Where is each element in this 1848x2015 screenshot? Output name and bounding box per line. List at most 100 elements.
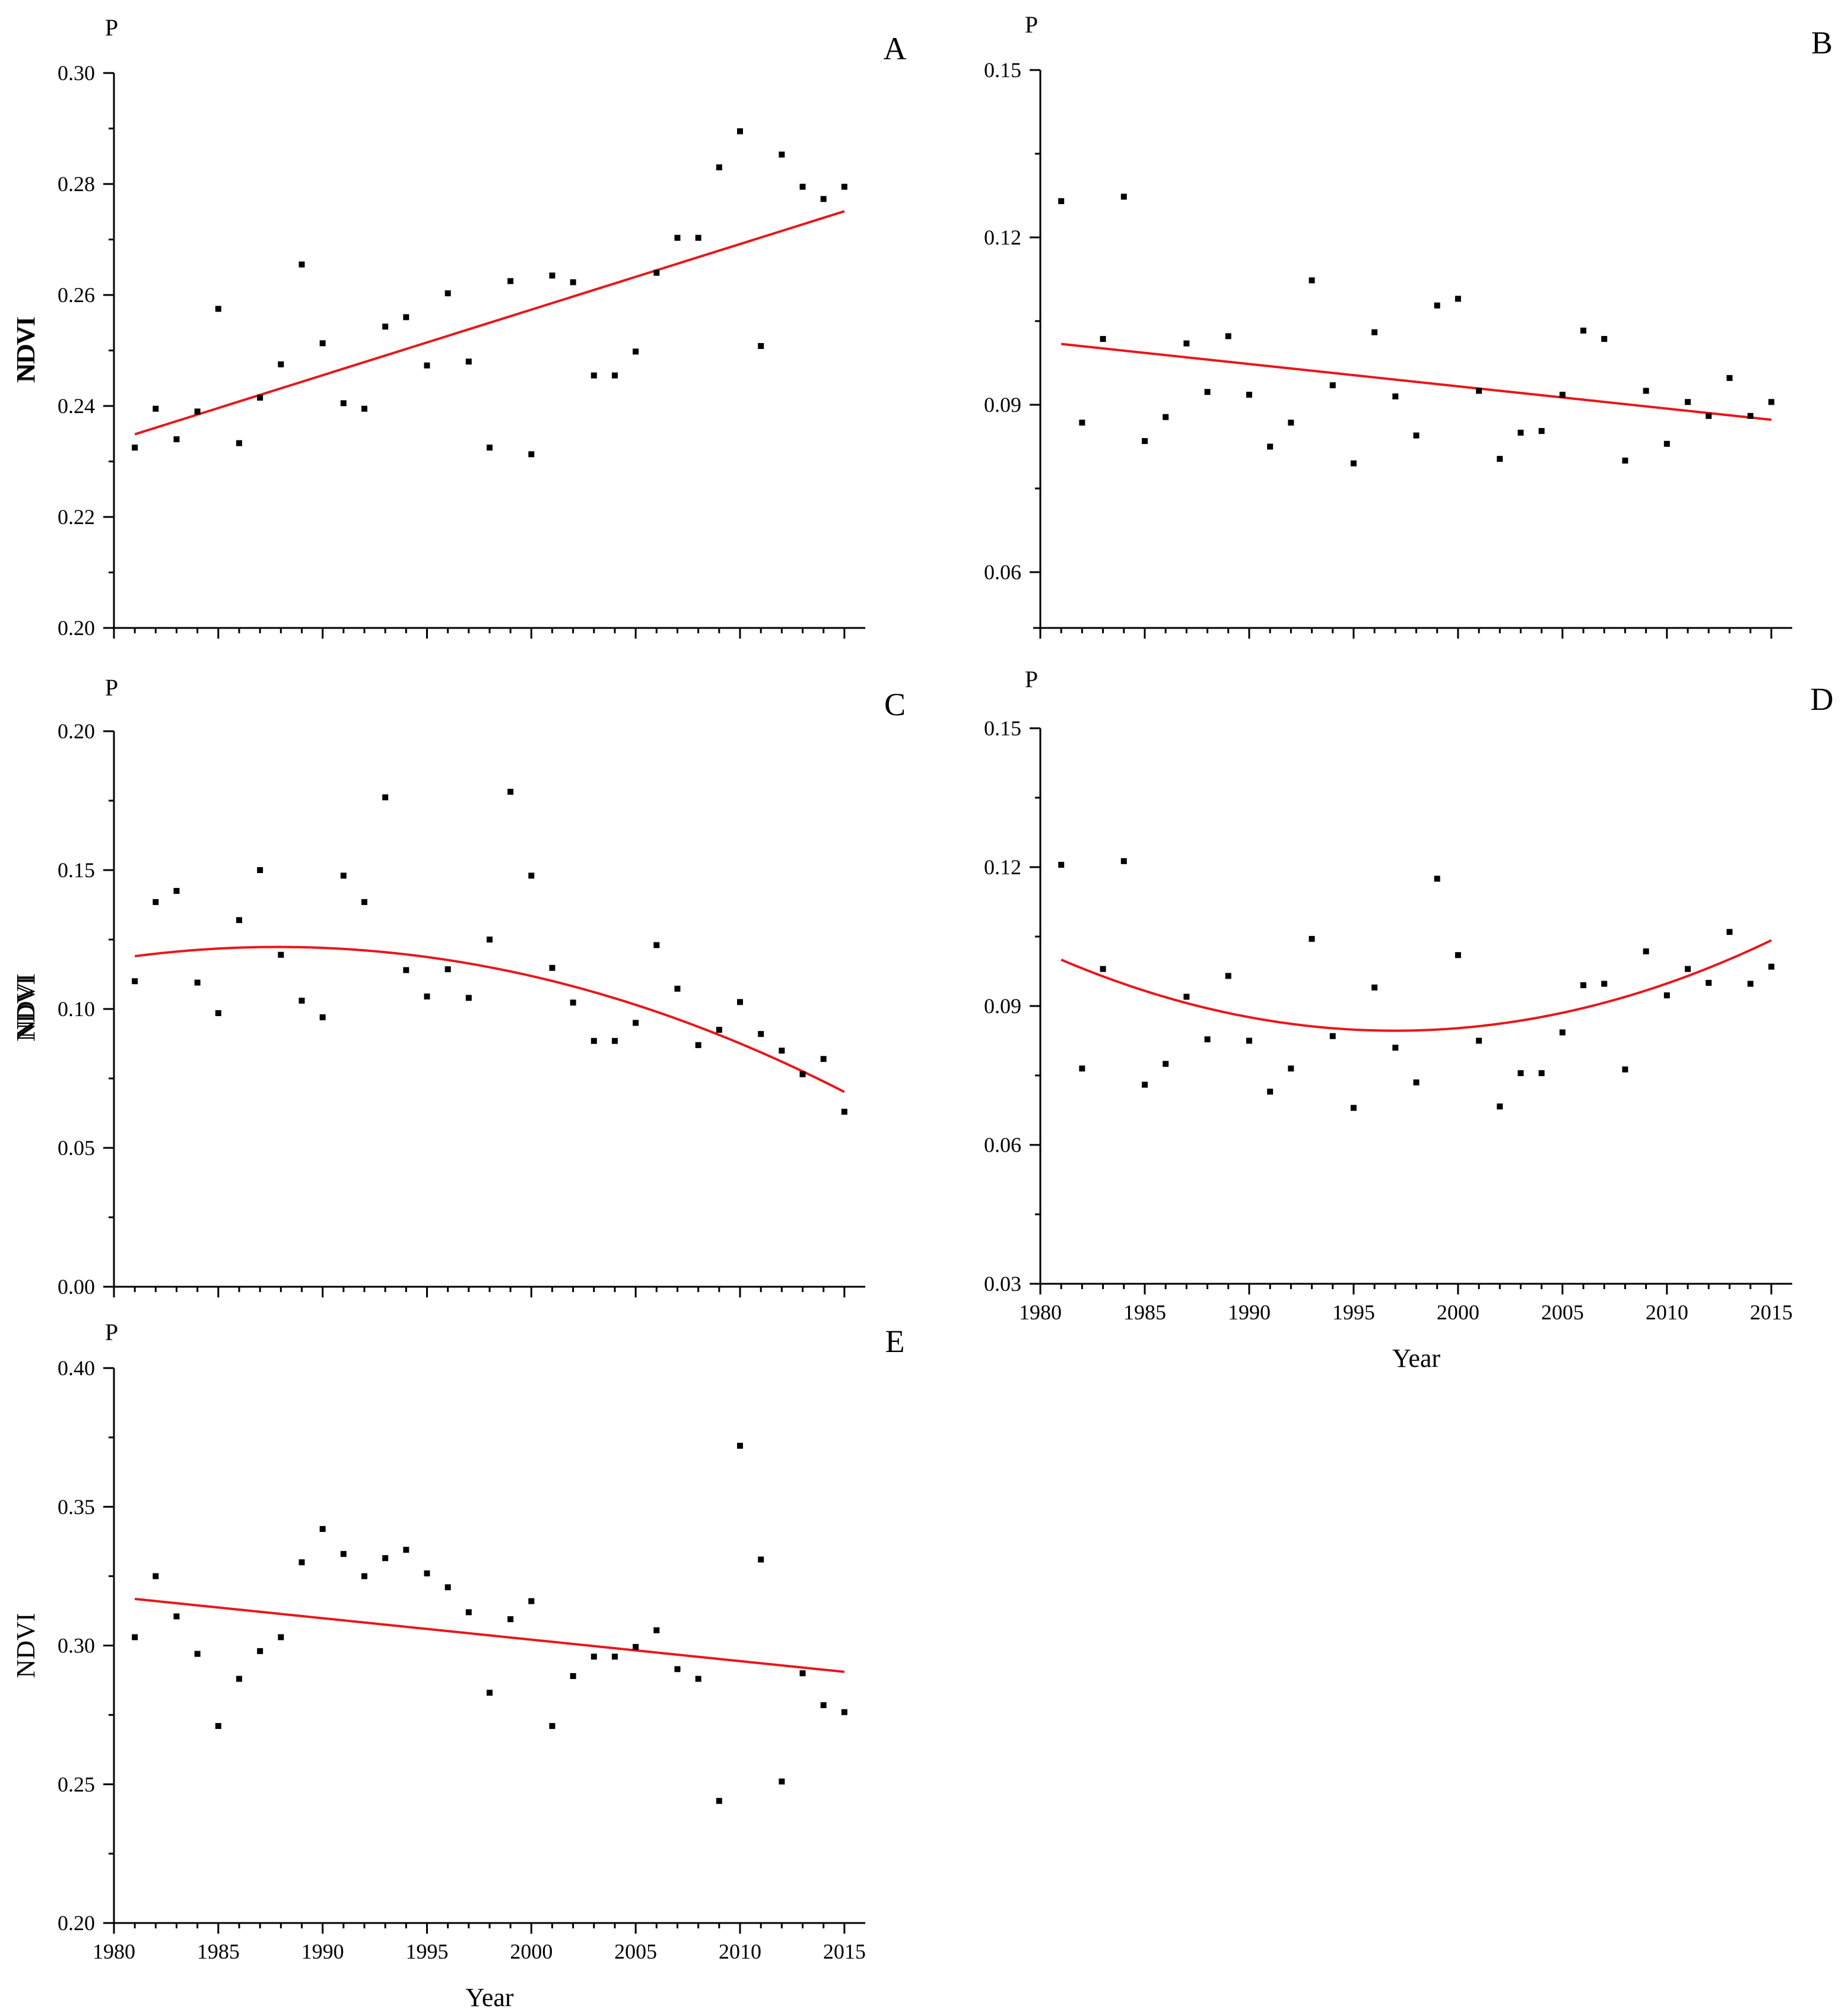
data-point — [1663, 440, 1670, 447]
data-point — [1141, 438, 1148, 445]
data-point — [779, 1778, 785, 1785]
x-tick-label: 2000 — [510, 1940, 553, 1963]
data-point — [507, 1616, 514, 1623]
y-axis-title: NDVI — [11, 976, 40, 1042]
data-point — [1685, 966, 1691, 972]
data-point — [1371, 329, 1378, 335]
data-point — [841, 1709, 847, 1715]
data-point — [1538, 1070, 1545, 1077]
y-axis-title: NDVI — [11, 973, 40, 1039]
data-point — [403, 1547, 409, 1553]
data-point — [1517, 430, 1524, 436]
data-point — [173, 436, 180, 443]
data-point — [1246, 392, 1252, 398]
x-tick-label: 1995 — [406, 1940, 449, 1963]
data-point — [633, 1643, 639, 1650]
data-point — [319, 1526, 326, 1532]
data-point — [1288, 1065, 1294, 1072]
data-point — [1246, 1037, 1252, 1044]
data-point — [236, 1676, 242, 1682]
data-point — [1726, 375, 1733, 381]
data-point — [1058, 198, 1065, 204]
y-axis-title: NDVI — [11, 316, 40, 382]
data-point — [1497, 1103, 1503, 1110]
y-tick-label: 0.24 — [58, 394, 95, 418]
data-point — [1079, 420, 1085, 426]
y-tick-label: 0.05 — [58, 1136, 95, 1160]
data-point — [716, 1798, 722, 1804]
data-point — [695, 1676, 701, 1682]
data-point — [1100, 966, 1106, 972]
y-tick-label: 0.22 — [58, 505, 95, 529]
data-point — [841, 183, 847, 190]
data-point — [153, 899, 159, 905]
data-point — [1413, 1079, 1420, 1086]
x-axis-title: Year — [1392, 1344, 1440, 1373]
y-tick-label: 0.30 — [58, 1634, 95, 1658]
data-point — [1455, 952, 1461, 959]
panel-e: 1980 1985 1990 1995 2000 2005 2010 2015 0.20 0.25… — [11, 1319, 905, 2012]
y-tick-label: 0.25 — [58, 1772, 95, 1796]
data-point — [570, 279, 576, 285]
data-point — [737, 128, 743, 135]
y-tick-label: 0.15 — [984, 58, 1021, 82]
data-point — [465, 1609, 472, 1616]
data-point — [820, 1702, 827, 1709]
data-point — [299, 261, 305, 268]
data-point — [674, 985, 681, 992]
data-point — [716, 164, 722, 170]
data-point — [444, 290, 451, 297]
data-point — [633, 348, 639, 355]
x-tick-label: 2010 — [1646, 1300, 1688, 1324]
data-point — [612, 1037, 618, 1044]
y-tick-label: 0.26 — [58, 283, 95, 307]
data-point — [465, 995, 472, 1001]
data-point — [487, 445, 493, 451]
x-tick-label: 1980 — [1019, 1300, 1062, 1324]
panel-letter: B — [1811, 25, 1833, 61]
data-point — [799, 183, 806, 190]
data-point — [674, 1666, 681, 1673]
data-point — [132, 978, 138, 985]
data-point — [340, 1551, 347, 1557]
corner-p-label: P — [1025, 11, 1038, 38]
data-point — [1204, 389, 1211, 395]
data-point — [382, 323, 389, 330]
data-point — [1434, 302, 1440, 309]
y-tick-label: 0.40 — [58, 1356, 95, 1380]
x-tick-label: 1995 — [1332, 1300, 1375, 1324]
y-tick-label: 0.35 — [58, 1495, 95, 1519]
x-tick-label: 2015 — [1750, 1300, 1793, 1324]
data-point — [758, 343, 764, 350]
panel-letter: C — [884, 687, 906, 722]
x-tick-label: 2005 — [614, 1940, 657, 1963]
data-point — [1601, 336, 1608, 342]
data-point — [361, 405, 367, 412]
data-point — [612, 372, 618, 379]
y-axis-title: NDVI — [11, 318, 40, 383]
fit-line — [134, 210, 845, 436]
data-point — [1476, 388, 1482, 394]
x-tick-label: 2010 — [719, 1940, 761, 1963]
data-point — [1329, 1033, 1336, 1039]
y-tick-label: 0.00 — [58, 1275, 95, 1299]
data-point — [1706, 980, 1712, 986]
data-point — [1413, 432, 1420, 439]
data-point — [507, 278, 514, 284]
data-point — [1434, 875, 1440, 882]
data-point — [653, 1627, 660, 1633]
data-point — [299, 997, 305, 1004]
data-point — [194, 979, 201, 986]
data-point — [215, 306, 221, 312]
data-point — [361, 1573, 367, 1579]
x-tick-label: 1985 — [1123, 1300, 1166, 1324]
data-point — [1768, 399, 1774, 405]
y-tick-label: 0.15 — [984, 716, 1021, 740]
y-tick-label: 0.30 — [58, 61, 95, 85]
data-point — [1163, 1061, 1169, 1067]
data-point — [1163, 414, 1169, 420]
data-point — [1538, 428, 1545, 434]
data-point — [570, 999, 576, 1006]
data-point — [236, 440, 242, 446]
